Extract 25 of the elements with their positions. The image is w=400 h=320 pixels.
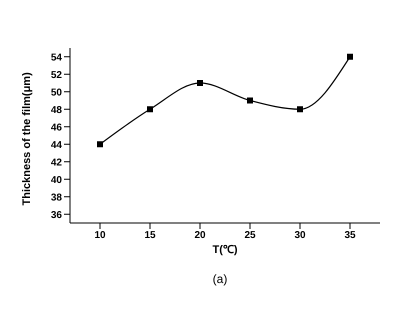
point	[247, 98, 253, 104]
point	[147, 106, 153, 112]
y-tick-label: 44	[50, 140, 62, 151]
text: (a)	[212, 272, 228, 286]
y-tick-label: 42	[50, 157, 62, 168]
x-tick-label: 25	[244, 230, 256, 242]
y-axis-title: Thickness of the film(μm)	[20, 72, 33, 206]
y-tick-label: 36	[50, 210, 62, 221]
x-tick-label: 20	[194, 230, 206, 242]
y-tick-label: 46	[50, 122, 62, 134]
y-tick-label: 38	[50, 192, 62, 204]
point	[347, 54, 353, 60]
y-tick-label: 50	[50, 87, 62, 98]
y-tick-label: 52	[50, 70, 62, 81]
y-tick-label: 40	[50, 174, 62, 186]
point	[97, 141, 103, 148]
x-tick-label: 10	[94, 230, 106, 242]
point	[197, 80, 203, 86]
x-tick-label: 30	[294, 230, 306, 242]
x-axis-title: T(℃)	[212, 244, 238, 256]
x-tick-label: 35	[344, 230, 356, 242]
x-tick-label: 15	[144, 230, 156, 242]
y-tick-label: 48	[50, 104, 62, 116]
point	[297, 106, 303, 112]
y-tick-label: 54	[50, 52, 62, 64]
